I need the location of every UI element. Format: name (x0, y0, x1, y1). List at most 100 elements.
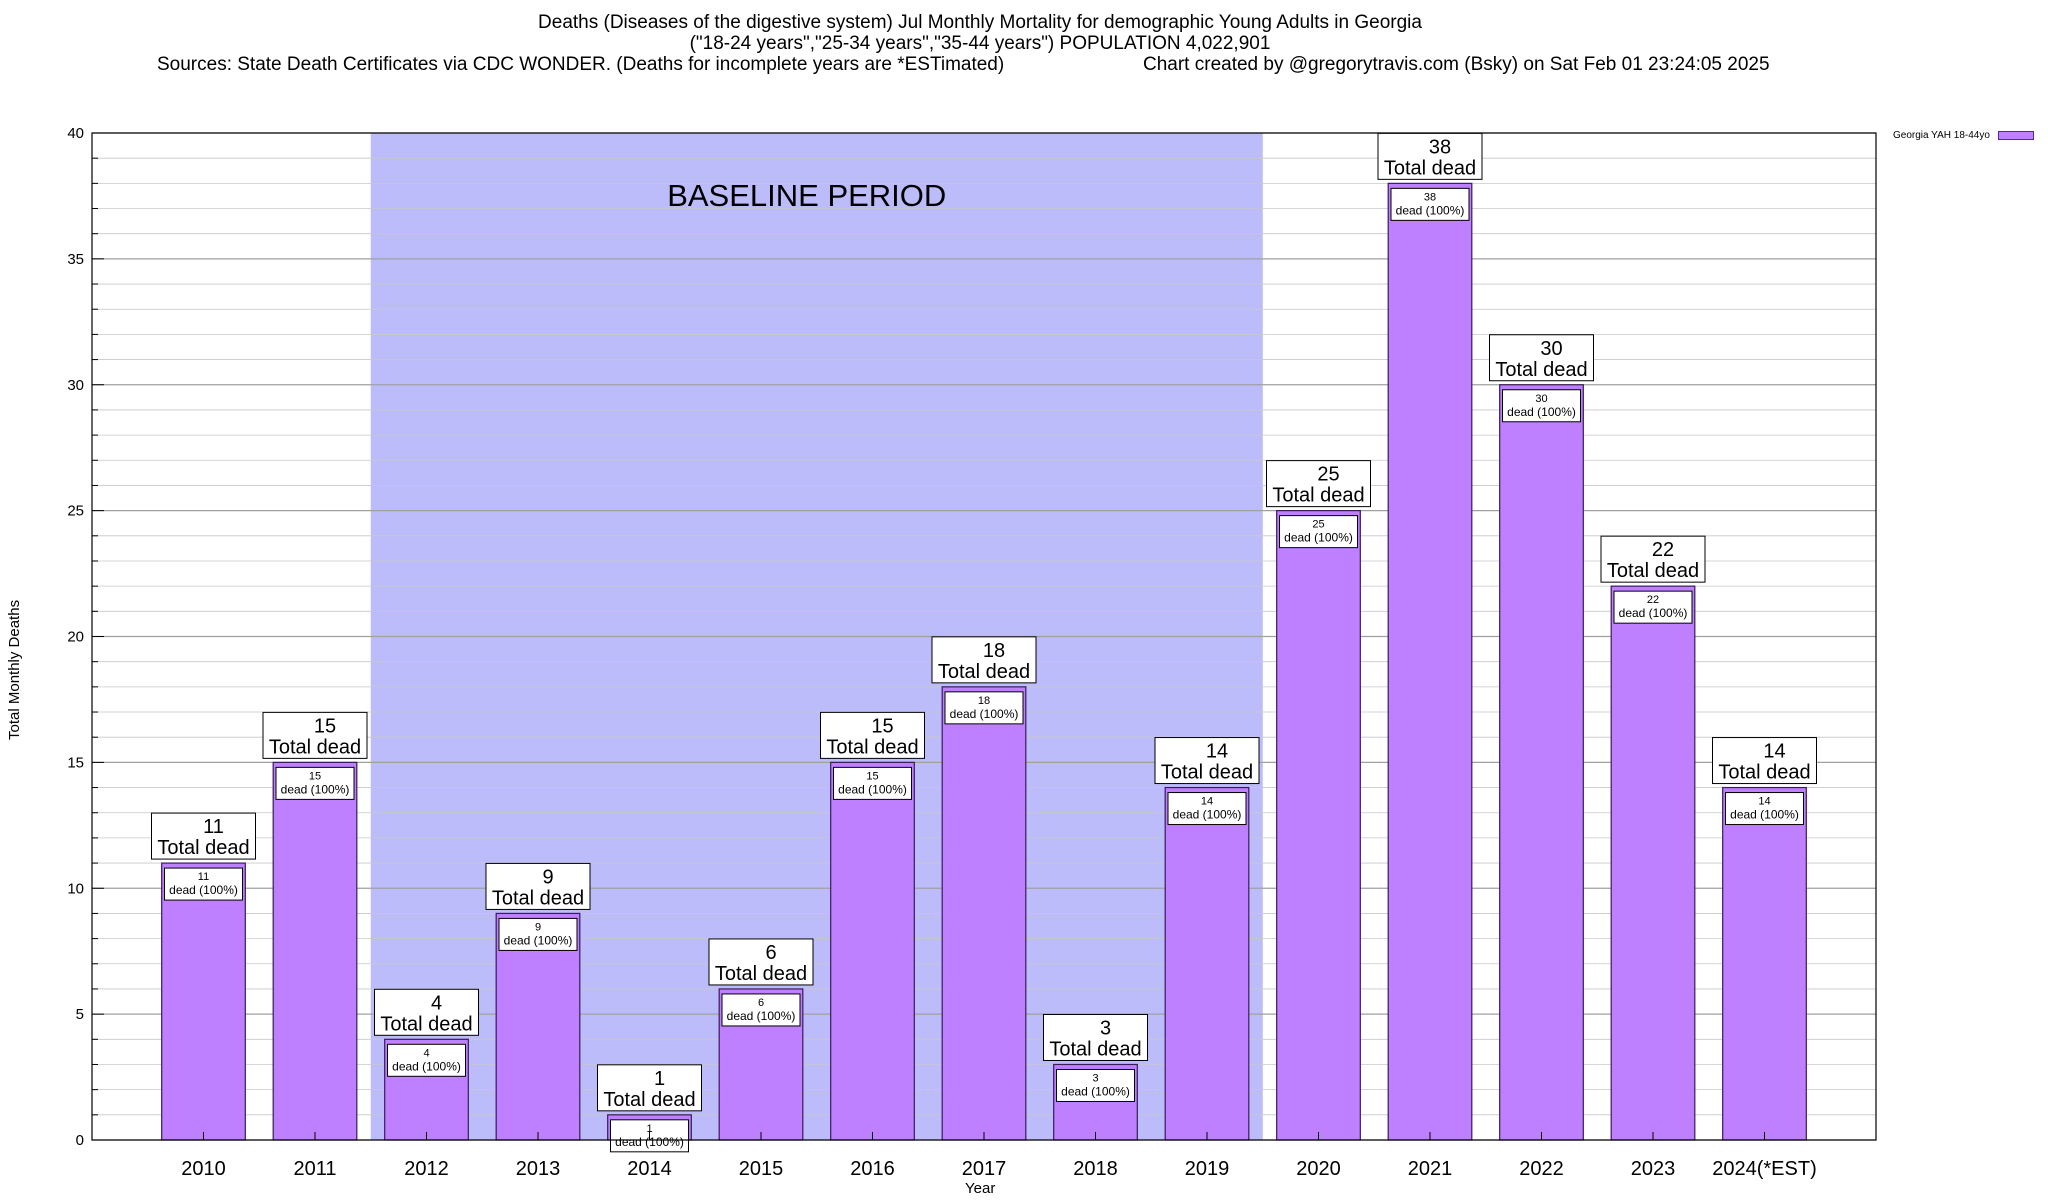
inner-label-value: 30 (1535, 393, 1547, 405)
total-label-text: Total dead (1272, 485, 1364, 507)
total-label-value: 4 (431, 992, 442, 1014)
total-label-text: Total dead (826, 736, 918, 758)
total-label-text: Total dead (380, 1013, 472, 1035)
x-tick-label-2010: 2010 (181, 1158, 226, 1180)
inner-label-value: 9 (535, 921, 541, 933)
inner-label-text: dead (100%) (392, 1059, 461, 1073)
total-label-box (931, 636, 1037, 684)
x-tick-label-2013: 2013 (516, 1158, 561, 1180)
inner-label-text: dead (100%) (1619, 606, 1688, 620)
total-label-text: Total dead (492, 887, 584, 909)
inner-label-box (944, 691, 1024, 725)
inner-label-value: 11 (198, 871, 209, 883)
inner-label-text: dead (100%) (1173, 808, 1242, 822)
inner-label-box (721, 993, 801, 1027)
total-label-value: 9 (542, 866, 553, 888)
x-tick-label-2017: 2017 (962, 1158, 1007, 1180)
total-label-text: Total dead (1161, 762, 1253, 784)
x-tick-label-2019: 2019 (1185, 1158, 1230, 1180)
chart-title-line2: ("18-24 years","25-34 years","35-44 year… (689, 33, 1271, 54)
total-label-text: Total dead (157, 837, 249, 859)
inner-label-value: 14 (1758, 796, 1770, 808)
total-label-text: Total dead (603, 1089, 695, 1111)
inner-label-value: 18 (978, 695, 990, 707)
x-tick-label-2014: 2014 (627, 1158, 672, 1180)
total-label-value: 25 (1317, 464, 1339, 486)
inner-label-value: 25 (1312, 519, 1324, 531)
total-label-box (820, 711, 925, 759)
total-label-value: 15 (871, 715, 893, 737)
total-label-text: Total dead (269, 736, 361, 758)
total-label-box (262, 711, 368, 759)
total-label-box (1154, 737, 1260, 785)
inner-label-value: 4 (423, 1047, 429, 1059)
total-label-box (485, 862, 591, 910)
inner-label-value: 15 (309, 770, 321, 782)
total-label-box (1489, 334, 1594, 382)
total-label-text: Total dead (1384, 157, 1476, 179)
legend-label: Georgia YAH 18-44yo (1893, 130, 1990, 141)
inner-label-value: 38 (1424, 191, 1436, 203)
total-label-text: Total dead (1049, 1038, 1141, 1060)
bar-2011 (272, 761, 358, 1141)
y-tick-label: 40 (67, 125, 84, 142)
total-label-value: 22 (1652, 539, 1674, 561)
x-tick-label-2015: 2015 (739, 1158, 784, 1180)
bar-2017 (941, 686, 1027, 1141)
legend-swatch (1997, 131, 2034, 140)
total-label-box (151, 812, 256, 860)
inner-label-text: dead (100%) (615, 1135, 684, 1149)
chart-credit: Chart created by @gregorytravis.com (Bsk… (1143, 54, 1770, 75)
inner-label-text: dead (100%) (1396, 203, 1465, 217)
y-tick-label: 20 (67, 629, 84, 646)
inner-label-box (833, 766, 912, 800)
inner-label-text: dead (100%) (1061, 1084, 1130, 1098)
x-tick-label-2023: 2023 (1631, 1158, 1676, 1180)
total-label-text: Total dead (715, 963, 807, 985)
inner-label-text: dead (100%) (281, 782, 350, 796)
y-tick-label: 10 (67, 880, 84, 897)
x-tick-label-2024(*EST): 2024(*EST) (1712, 1158, 1817, 1180)
chart-legend: Georgia YAH 18-44yo (1893, 130, 2034, 141)
total-label-box (708, 938, 814, 986)
inner-label-value: 22 (1647, 594, 1659, 606)
inner-label-text: dead (100%) (950, 707, 1019, 721)
inner-label-box (1390, 187, 1470, 221)
total-label-box (1043, 1013, 1148, 1061)
inner-label-text: dead (100%) (838, 782, 907, 796)
inner-label-box (1613, 590, 1693, 624)
total-label-text: Total dead (938, 661, 1030, 683)
bar-2022 (1499, 384, 1584, 1141)
total-label-text: Total dead (1495, 359, 1587, 381)
plot-frame (91, 132, 1877, 1141)
total-label-value: 14 (1763, 741, 1785, 763)
inner-label-box (1279, 515, 1358, 549)
inner-label-text: dead (100%) (1284, 531, 1353, 545)
y-tick-label: 15 (67, 754, 84, 771)
y-tick-label: 0 (76, 1132, 84, 1149)
total-label-box (1600, 535, 1706, 583)
inner-label-text: dead (100%) (169, 883, 238, 897)
y-tick-label: 30 (67, 377, 84, 394)
total-label-value: 30 (1540, 338, 1562, 360)
total-label-box (1377, 132, 1483, 180)
total-label-value: 11 (203, 816, 224, 838)
total-label-box (597, 1064, 702, 1112)
baseline-period-label: BASELINE PERIOD (667, 178, 946, 213)
inner-label-box (1725, 792, 1804, 826)
total-label-value: 38 (1429, 136, 1451, 158)
x-tick-label-2016: 2016 (850, 1158, 895, 1180)
inner-label-value: 1 (646, 1123, 652, 1135)
inner-label-box (387, 1043, 466, 1077)
chart-title-line1: Deaths (Diseases of the digestive system… (538, 12, 1422, 33)
total-label-box (1712, 737, 1817, 785)
total-label-value: 3 (1100, 1017, 1111, 1039)
inner-label-value: 15 (866, 770, 878, 782)
x-axis-label: Year (965, 1180, 996, 1197)
total-label-value: 18 (983, 640, 1005, 662)
total-label-box (374, 988, 479, 1036)
total-label-value: 6 (765, 942, 776, 964)
inner-label-box (498, 917, 578, 951)
bar-2010 (161, 862, 246, 1141)
